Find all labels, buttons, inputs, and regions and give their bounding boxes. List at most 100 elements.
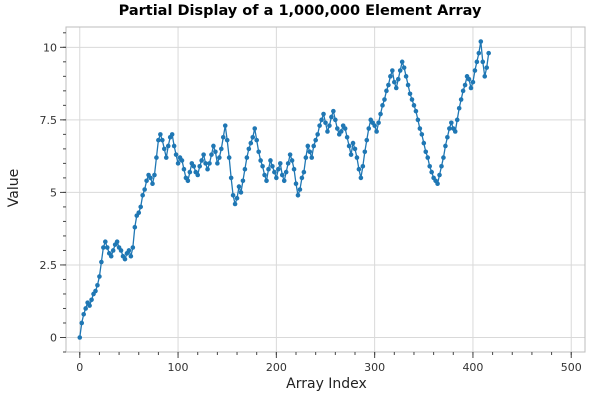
data-point: [213, 149, 218, 155]
data-point: [472, 68, 478, 73]
data-point: [311, 143, 317, 149]
data-point: [101, 245, 106, 250]
data-point: [329, 114, 334, 120]
data-point: [132, 224, 138, 230]
data-point: [199, 158, 204, 163]
data-point: [409, 97, 415, 102]
data-point: [374, 129, 379, 134]
data-point: [364, 137, 370, 143]
data-point: [252, 126, 258, 131]
data-point: [413, 108, 419, 114]
data-point: [136, 210, 142, 216]
data-point: [165, 143, 171, 149]
data-point: [482, 74, 488, 79]
data-point: [423, 149, 429, 155]
data-point: [441, 155, 446, 160]
data-point: [313, 137, 318, 143]
data-point: [266, 166, 271, 172]
data-point: [162, 146, 167, 152]
data-point: [456, 105, 462, 111]
data-point: [405, 82, 411, 88]
x-tick-label: 0: [76, 361, 83, 374]
data-point: [466, 76, 472, 82]
data-point: [384, 88, 389, 94]
data-point: [205, 166, 210, 172]
data-point: [319, 117, 324, 123]
data-point: [197, 163, 202, 169]
data-point: [222, 123, 228, 128]
data-point: [415, 117, 421, 123]
data-point: [242, 166, 248, 172]
data-point: [399, 59, 405, 65]
data-point: [187, 169, 193, 175]
data-point: [130, 245, 136, 250]
data-point: [356, 166, 362, 172]
x-tick-label: 500: [561, 361, 582, 374]
data-point: [285, 161, 291, 166]
data-point: [401, 65, 407, 70]
data-point: [362, 149, 368, 155]
data-point: [250, 134, 256, 140]
data-point: [344, 134, 350, 140]
data-point: [83, 306, 88, 311]
data-point: [474, 59, 480, 65]
data-point: [289, 158, 295, 163]
data-point: [392, 79, 397, 85]
data-point: [256, 149, 261, 155]
data-point: [380, 103, 385, 108]
data-point: [236, 184, 242, 189]
data-point: [315, 132, 320, 137]
data-point: [150, 181, 155, 186]
data-point: [421, 140, 427, 146]
data-point: [447, 126, 452, 131]
data-point: [262, 172, 267, 178]
data-point: [277, 161, 283, 166]
data-point: [321, 111, 326, 117]
data-point: [128, 253, 134, 259]
data-point: [458, 97, 464, 102]
plot-frame: [65, 26, 586, 353]
data-point: [350, 140, 356, 146]
data-point: [207, 161, 212, 166]
data-point: [191, 163, 197, 169]
data-point: [327, 123, 332, 128]
data-point: [152, 172, 157, 178]
data-point: [103, 239, 108, 245]
x-axis-label: Array Index: [286, 376, 367, 392]
data-point: [393, 85, 399, 91]
data-point: [195, 172, 201, 178]
data-point: [114, 239, 120, 245]
y-tick-label: 7.5: [40, 114, 58, 127]
data-point: [163, 155, 169, 160]
x-tick-label: 300: [364, 361, 385, 374]
data-point: [238, 190, 244, 195]
data-point: [97, 274, 102, 279]
data-point: [333, 117, 338, 123]
data-point: [358, 175, 364, 181]
data-point: [470, 79, 476, 85]
data-point: [138, 204, 143, 210]
data-point: [248, 140, 254, 146]
data-point: [480, 59, 486, 65]
x-tick-label: 100: [168, 361, 189, 374]
data-point: [201, 152, 206, 157]
y-tick-label: 5: [50, 186, 57, 199]
data-point: [211, 143, 216, 149]
data-point: [171, 143, 177, 149]
data-point: [175, 161, 181, 166]
data-point: [348, 152, 354, 157]
data-point: [240, 178, 246, 184]
data-point: [338, 129, 344, 134]
data-point: [352, 146, 358, 152]
data-point: [386, 82, 391, 88]
data-point: [299, 175, 305, 181]
data-point: [224, 137, 230, 143]
data-point: [272, 169, 277, 175]
data-point: [429, 169, 434, 175]
data-point: [268, 158, 273, 163]
data-point: [323, 120, 328, 126]
data-point: [307, 149, 313, 155]
data-point: [452, 129, 458, 134]
data-point: [303, 155, 309, 160]
